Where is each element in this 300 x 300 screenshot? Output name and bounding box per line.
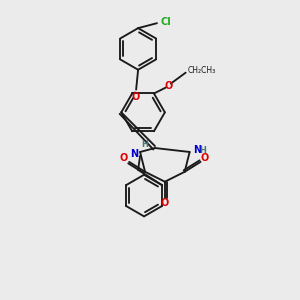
- Text: N: N: [130, 149, 138, 159]
- Text: N: N: [194, 145, 202, 155]
- Text: H: H: [142, 140, 148, 148]
- Text: O: O: [131, 92, 139, 101]
- Text: O: O: [119, 153, 128, 163]
- Text: O: O: [165, 80, 173, 91]
- Text: Cl: Cl: [161, 17, 172, 27]
- Text: O: O: [200, 153, 208, 163]
- Text: CH₂CH₃: CH₂CH₃: [188, 66, 216, 75]
- Text: H: H: [200, 146, 206, 154]
- Text: O: O: [161, 199, 169, 208]
